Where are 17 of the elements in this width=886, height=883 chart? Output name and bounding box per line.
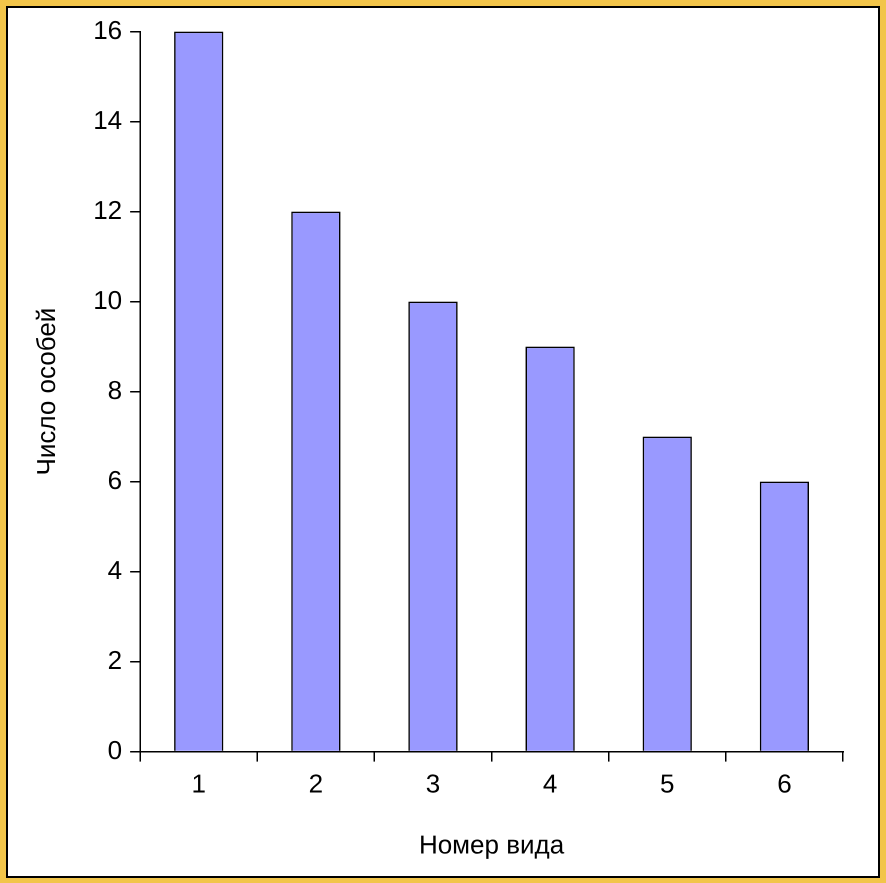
y-tick-label: 2 <box>108 644 122 675</box>
x-axis-title: Номер вида <box>418 830 565 860</box>
x-tick-label: 5 <box>660 768 675 798</box>
x-tick-label: 6 <box>777 768 792 798</box>
x-tick-label: 1 <box>191 768 206 798</box>
y-tick-label: 12 <box>93 194 122 225</box>
y-tick-label: 16 <box>93 14 122 45</box>
y-tick-label: 4 <box>108 554 122 585</box>
x-tick-label: 4 <box>542 768 558 798</box>
y-tick-label: 6 <box>108 464 122 495</box>
y-axis-title: Число особей <box>30 308 61 476</box>
y-tick-label: 14 <box>93 104 122 135</box>
y-tick-label: 10 <box>93 284 122 315</box>
x-tick-label: 3 <box>426 768 440 798</box>
x-tick-label: 2 <box>308 768 324 798</box>
y-tick-label: 0 <box>108 734 122 765</box>
y-tick-label: 8 <box>108 374 122 405</box>
